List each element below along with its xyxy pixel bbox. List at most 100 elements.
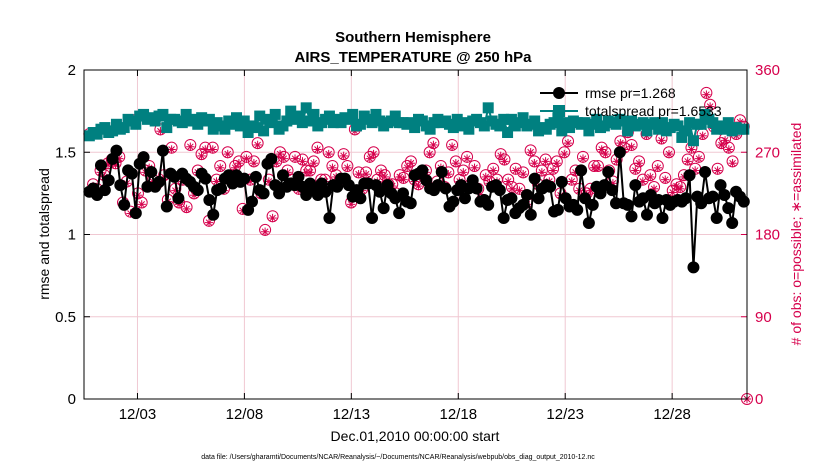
asterisk-stroke: [415, 182, 422, 190]
obs-assimilated-point: [515, 186, 524, 195]
asterisk-stroke: [501, 158, 508, 165]
y-right-tick-label-1: 90: [755, 309, 772, 326]
rmse-point: [238, 172, 251, 185]
asterisk-stroke: [452, 159, 460, 167]
x-tick-label-1: 12/08: [226, 406, 264, 423]
rmse-point: [575, 164, 588, 177]
asterisk-stroke: [463, 155, 471, 162]
rmse-point: [366, 212, 379, 225]
obs-assimilated-point: [234, 159, 244, 168]
asterisk-stroke: [445, 170, 452, 178]
obs-assimilated-point: [672, 181, 681, 191]
asterisk-stroke: [665, 150, 673, 158]
x-axis-label: Dec.01,2010 00:00:00 start: [331, 428, 500, 444]
obs-assimilated-point: [414, 181, 423, 191]
asterisk-stroke: [688, 146, 695, 153]
rmse-point: [718, 189, 731, 202]
legend-rmse-marker: [553, 87, 565, 99]
rmse-point: [300, 189, 313, 202]
asterisk-stroke: [430, 141, 437, 149]
obs-assimilated-point: [376, 168, 386, 177]
y-right-tick-label-3: 270: [755, 144, 780, 161]
obs-assimilated-point: [724, 145, 734, 154]
asterisk-stroke: [198, 152, 205, 160]
rmse-point: [129, 207, 142, 220]
obs-assimilated-point: [459, 168, 468, 177]
rmse-point: [726, 216, 739, 229]
asterisk-stroke: [703, 91, 710, 98]
rmse-point: [602, 165, 615, 178]
asterisk-stroke: [699, 132, 706, 140]
asterisk-stroke: [250, 159, 258, 167]
rmse-point: [276, 169, 289, 182]
obs-assimilated-point: [216, 163, 225, 172]
asterisk-stroke: [512, 167, 519, 174]
asterisk-stroke: [516, 187, 523, 194]
obs-assimilated-point: [496, 151, 505, 161]
asterisk-stroke: [684, 158, 692, 165]
obs-assimilated-point: [249, 159, 259, 168]
obs-assimilated-point: [328, 163, 337, 172]
asterisk-stroke: [471, 164, 478, 172]
obs-assimilated-point: [298, 157, 307, 166]
rmse-point: [373, 185, 386, 198]
asterisk-stroke: [403, 164, 411, 172]
rmse-point: [544, 180, 557, 193]
obs-assimilated-point: [279, 154, 289, 163]
rmse-point: [520, 189, 533, 202]
asterisk-stroke: [254, 141, 261, 149]
rmse-point: [629, 179, 642, 192]
asterisk-stroke: [299, 158, 306, 165]
obs-assimilated-point: [728, 159, 737, 168]
asterisk-stroke: [676, 185, 684, 193]
y-left-tick-label-0: 0: [68, 391, 76, 408]
rmse-point: [714, 179, 727, 192]
obs-assimilated-point: [646, 172, 655, 182]
rmse-point: [257, 187, 270, 200]
obs-assimilated-point: [380, 172, 389, 182]
asterisk-stroke: [646, 173, 654, 181]
obs-assimilated-point: [204, 218, 214, 227]
obs-assimilated-point: [616, 138, 625, 148]
rmse-point: [145, 165, 158, 178]
rmse-point: [722, 202, 735, 215]
rmse-point: [528, 172, 541, 185]
asterisk-stroke: [635, 159, 643, 167]
rmse-point: [94, 159, 107, 172]
rmse-point: [586, 198, 599, 211]
obs-assimilated-point: [530, 159, 539, 168]
asterisk-stroke: [549, 167, 557, 174]
asterisk-stroke: [201, 146, 209, 153]
asterisk-stroke: [673, 182, 680, 190]
rmse-point: [447, 195, 460, 208]
obs-assimilated-point: [268, 213, 277, 223]
obs-assimilated-point: [560, 149, 569, 159]
asterisk-stroke: [224, 150, 232, 158]
obs-assimilated-point: [526, 148, 535, 157]
obs-assimilated-point: [447, 142, 457, 151]
asterisk-stroke: [381, 173, 389, 181]
plot-frame: [83, 69, 748, 400]
y-right-tick-label-4: 360: [755, 62, 780, 79]
obs-assimilated-point: [717, 140, 726, 150]
rmse-point: [153, 175, 166, 188]
obs-assimilated-point: [339, 151, 348, 161]
asterisk-stroke: [661, 176, 669, 183]
rmse-point: [102, 174, 115, 187]
rmse-point: [517, 198, 530, 211]
legend: rmse pr=1.268 totalspread pr=1.6533: [540, 85, 722, 119]
y-left-tick-label-2: 1: [68, 227, 76, 244]
rmse-point: [215, 182, 228, 195]
rmse-point: [613, 146, 626, 159]
rmse-point: [156, 144, 169, 157]
obs-assimilated-point: [275, 149, 285, 159]
rmse-point: [435, 165, 448, 178]
y-right-axis-label: # of obs: o=possible; ∗=assimilated: [788, 123, 804, 346]
asterisk-stroke: [632, 167, 639, 174]
asterisk-stroke: [598, 146, 606, 153]
asterisk-stroke: [482, 173, 490, 181]
y-left-tick-label-3: 1.5: [55, 144, 76, 161]
rmse-point: [191, 184, 204, 197]
asterisk-stroke: [213, 178, 220, 185]
